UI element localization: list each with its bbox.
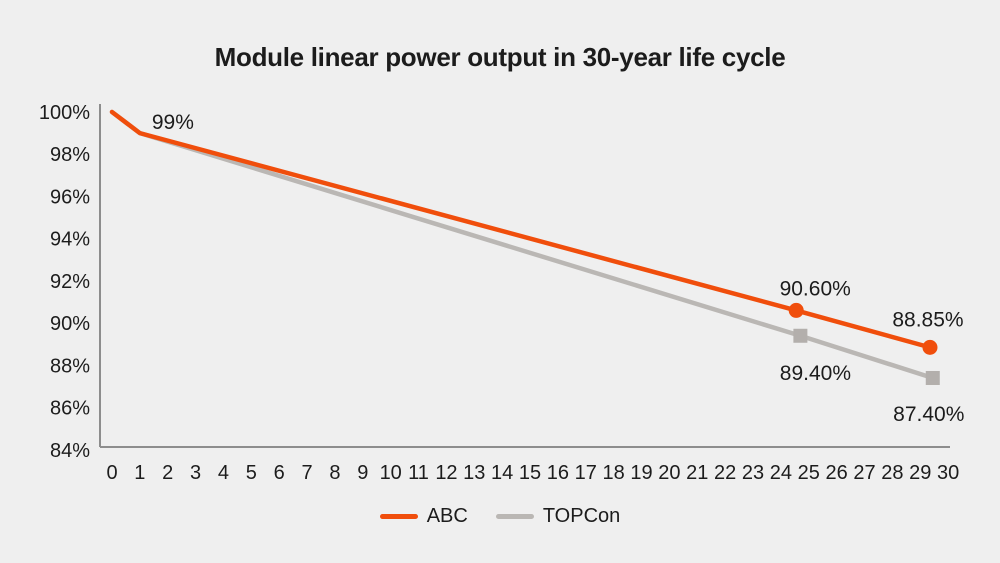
x-tick-label: 18 [603,462,625,484]
abc-series-swatch [379,514,418,519]
x-tick-label: 17 [575,462,597,484]
y-tick-label: 90% [50,313,90,335]
topcon-data-point-marker[interactable] [925,370,940,385]
abc-series-line [109,109,933,350]
x-tick-label: 16 [547,462,569,484]
x-tick-label: 28 [881,462,903,484]
abc-data-label: 99% [152,111,194,134]
x-tick-label: 23 [742,462,764,484]
chart-legend: ABC TOPCon [0,505,1000,528]
x-tick-label: 13 [463,462,485,484]
x-tick-label: 24 [770,462,792,484]
topcon-data-label: 89.40% [780,362,851,385]
abc-data-label: 90.60% [780,277,851,300]
x-tick-label: 6 [274,462,285,484]
x-tick-label: 30 [937,462,959,484]
x-tick-label: 12 [435,462,457,484]
topcon-data-label: 87.40% [893,403,964,426]
y-tick-label: 98% [50,144,90,166]
x-tick-label: 2 [162,462,173,484]
x-tick-label: 29 [909,462,931,484]
topcon-series-line [109,109,936,381]
y-tick-label: 84% [50,440,90,462]
x-tick-label: 26 [825,462,847,484]
x-tick-label: 21 [686,462,708,484]
x-tick-label: 19 [630,462,652,484]
x-tick-label: 25 [798,462,820,484]
chart-title: Module linear power output in 30-year li… [214,42,786,72]
x-tick-label: 20 [658,462,680,484]
x-tick-label: 7 [302,462,313,484]
x-tick-label: 1 [134,462,145,484]
y-tick-label: 96% [50,186,90,208]
y-tick-label: 88% [50,355,90,377]
x-tick-label: 14 [491,462,513,484]
topcon-series-swatch [495,514,534,519]
y-tick-label: 92% [50,271,90,293]
x-tick-label: 10 [380,462,402,484]
y-tick-label: 86% [50,398,90,420]
x-tick-label: 8 [329,462,340,484]
abc-series-label: ABC [426,505,468,527]
legend-item-abc[interactable]: ABC [379,505,468,528]
x-tick-label: 4 [218,462,229,484]
x-tick-label: 27 [853,462,875,484]
abc-data-point-marker[interactable] [922,339,938,355]
abc-data-label: 88.85% [892,308,963,331]
y-tick-label: 94% [50,229,90,251]
x-tick-label: 15 [519,462,541,484]
x-tick-label: 11 [408,462,429,484]
x-tick-label: 22 [714,462,736,484]
abc-data-point-marker[interactable] [788,302,804,318]
topcon-data-point-marker[interactable] [793,328,808,343]
x-tick-label: 9 [357,462,368,484]
x-tick-label: 5 [246,462,257,484]
x-tick-label: 3 [190,462,201,484]
y-tick-label: 100% [39,102,90,124]
topcon-series-label: TOPCon [542,505,621,527]
legend-item-topcon[interactable]: TOPCon [495,505,621,528]
x-tick-label: 0 [106,462,117,484]
